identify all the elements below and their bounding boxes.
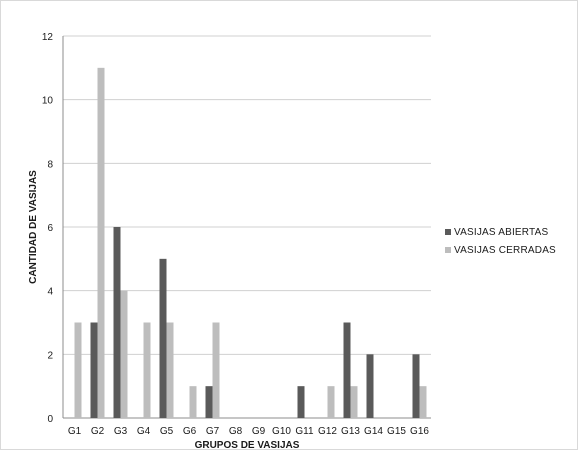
x-tick-label: G7 [206, 426, 220, 437]
x-tick-label: G3 [114, 426, 128, 437]
x-tick-label: G2 [91, 426, 105, 437]
y-tick-label: 10 [42, 96, 54, 107]
x-tick-label: G16 [410, 426, 429, 437]
bar [420, 386, 427, 418]
bar [190, 386, 197, 418]
x-tick-labels: G1 G2 G3 G4 G5 G6 G7 G8 G9 G10 G11 G12 G13 G14 G15 G16 [68, 426, 430, 437]
legend-label: VASIJAS CERRADAS [454, 245, 556, 256]
bar [351, 386, 358, 418]
bar [213, 323, 220, 419]
bar [114, 227, 121, 418]
y-tick-label: 0 [47, 414, 53, 425]
bar [144, 323, 151, 419]
legend-swatch [445, 229, 451, 235]
legend: VASIJAS ABIERTAS VASIJAS CERRADAS [445, 227, 556, 256]
bar [298, 386, 305, 418]
x-axis-label: GRUPOS DE VASIJAS [195, 440, 300, 451]
bar [413, 354, 420, 418]
bar [328, 386, 335, 418]
bars-layer [75, 68, 427, 418]
x-tick-label: G6 [183, 426, 197, 437]
x-tick-label: G10 [272, 426, 291, 437]
x-tick-label: G15 [387, 426, 406, 437]
x-tick-label: G5 [160, 426, 174, 437]
x-tick-label: G9 [252, 426, 266, 437]
bar [75, 323, 82, 419]
legend-label: VASIJAS ABIERTAS [454, 227, 548, 238]
y-tick-label: 8 [47, 159, 53, 170]
y-tick-label: 4 [47, 287, 53, 298]
y-tick-label: 12 [42, 32, 54, 43]
x-tick-label: G4 [137, 426, 151, 437]
y-tick-label: 2 [47, 350, 53, 361]
bar [160, 259, 167, 418]
x-tick-label: G8 [229, 426, 243, 437]
bar [344, 323, 351, 419]
x-tick-label: G12 [318, 426, 337, 437]
bar [121, 291, 128, 418]
bar [98, 68, 105, 418]
bar [367, 354, 374, 418]
legend-swatch [445, 247, 451, 253]
y-tick-labels: 0 2 4 6 8 10 12 [42, 32, 54, 425]
x-tick-label: G11 [295, 426, 314, 437]
y-axis-label: CANTIDAD DE VASIJAS [28, 170, 39, 284]
x-tick-label: G14 [364, 426, 383, 437]
x-tick-label: G13 [341, 426, 360, 437]
bar [167, 323, 174, 419]
bar [206, 386, 213, 418]
bar [91, 323, 98, 419]
y-tick-label: 6 [47, 223, 53, 234]
x-tick-label: G1 [68, 426, 82, 437]
